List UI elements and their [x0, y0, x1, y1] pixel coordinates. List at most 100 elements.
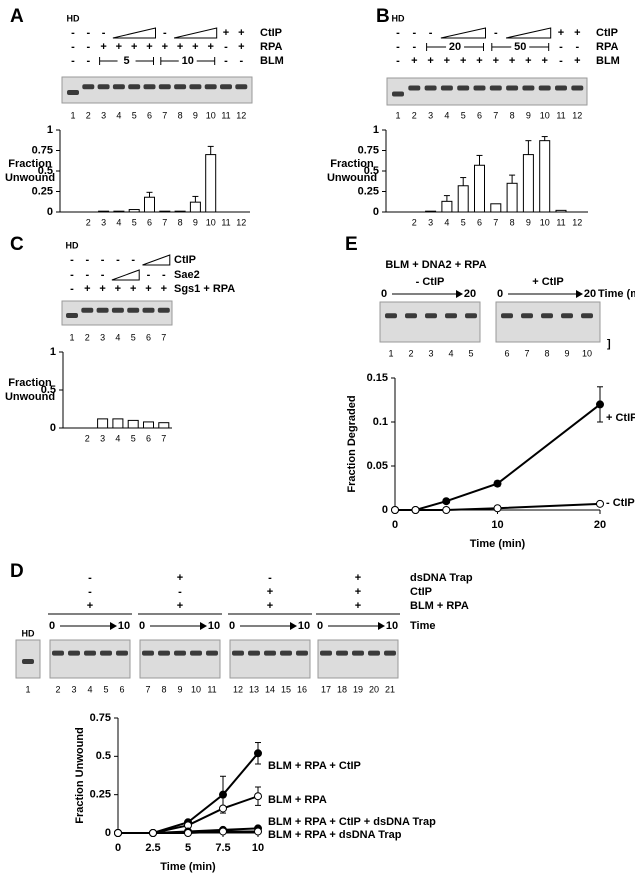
row-sign: + — [177, 600, 183, 612]
row-sign: - — [86, 27, 90, 39]
bar — [158, 422, 170, 429]
marker — [596, 499, 604, 508]
row-sign: - — [131, 254, 135, 266]
marker — [219, 790, 227, 799]
x-tick-label: 10 — [540, 217, 550, 227]
x-tick-label: 9 — [193, 217, 198, 227]
x-tick-label: 2 — [86, 217, 91, 227]
y-axis-title: Unwound — [5, 172, 55, 184]
lane-number: 3 — [71, 684, 76, 694]
row-sign: + — [444, 55, 450, 67]
span-label: 5 — [123, 55, 129, 67]
x-tick-label: 4 — [116, 217, 121, 227]
lane-number: 4 — [448, 348, 453, 358]
gel-band — [506, 85, 519, 91]
lane-number: 8 — [544, 348, 549, 358]
x-tick-label: 7 — [162, 217, 167, 227]
time-end: 10 — [386, 620, 398, 632]
marker — [254, 749, 262, 758]
gel-band — [385, 313, 397, 319]
row-sign: - — [268, 572, 272, 584]
hd-label: HD — [22, 628, 35, 638]
gel-band — [571, 85, 584, 91]
lane-number: 10 — [206, 110, 216, 120]
row-sign: + — [460, 55, 466, 67]
gel-band — [405, 313, 417, 319]
row-label: BLM + RPA — [410, 600, 469, 612]
row-sign: + — [541, 55, 547, 67]
lane-number: 10 — [582, 348, 592, 358]
gel-band — [522, 85, 535, 91]
lane-number: 3 — [100, 332, 105, 342]
gel-band — [465, 313, 477, 319]
row-sign: - — [116, 254, 120, 266]
lane-number: 11 — [207, 684, 216, 694]
bar — [112, 418, 124, 429]
gel-band — [408, 85, 421, 91]
row-sign: - — [71, 27, 75, 39]
gel-band — [248, 650, 260, 656]
arrow-head — [110, 622, 117, 630]
row-sign: - — [71, 41, 75, 53]
hd-label: HD — [392, 13, 405, 23]
bar — [127, 419, 139, 429]
row-label: Sae2 — [174, 269, 200, 281]
x-tick-label: 5 — [185, 842, 191, 854]
titration-triangle — [173, 27, 218, 39]
gel-band — [142, 307, 155, 313]
x-tick-label: 8 — [178, 217, 183, 227]
time-start: 0 — [497, 288, 503, 300]
time-end: 10 — [298, 620, 310, 632]
panel-letter: D — [10, 561, 24, 582]
lane-number: 16 — [297, 684, 307, 694]
row-sign: + — [574, 27, 580, 39]
marker — [493, 504, 502, 513]
lane-number: 9 — [564, 348, 569, 358]
error-bar — [525, 140, 532, 155]
lane-number: 7 — [162, 110, 167, 120]
lane-number: 14 — [265, 684, 275, 694]
gel-band — [158, 84, 171, 90]
row-sign: - — [88, 586, 92, 598]
bracket: ] — [607, 338, 611, 350]
y-tick-label: 0 — [47, 206, 53, 218]
y-tick-label: 0.05 — [367, 460, 388, 472]
row-label: RPA — [596, 41, 618, 53]
lane-number: 1 — [388, 348, 393, 358]
row-sign: - — [178, 586, 182, 598]
x-tick-label: 10 — [206, 217, 216, 227]
gel-band — [368, 650, 380, 656]
gel-band — [128, 84, 141, 90]
gel-band — [100, 650, 112, 656]
marker — [254, 792, 262, 801]
lane-number: 5 — [103, 684, 108, 694]
gel-band — [84, 650, 96, 656]
time-end: 10 — [118, 620, 130, 632]
gel — [61, 300, 173, 326]
titration-triangle — [440, 27, 486, 39]
y-axis-title: Unwound — [327, 172, 377, 184]
x-tick-label: 4 — [115, 433, 120, 443]
y-tick-label: 0.5 — [41, 384, 56, 396]
row-sign: + — [355, 586, 361, 598]
row-sign: - — [559, 55, 563, 67]
y-axis-title: Fraction — [8, 377, 52, 389]
bar — [441, 200, 453, 213]
time-label: Time (min) — [598, 288, 635, 300]
marker — [149, 829, 157, 837]
row-sign: - — [162, 269, 166, 281]
row-sign: - — [70, 269, 74, 281]
gel — [379, 301, 481, 343]
gel-band — [440, 85, 453, 91]
gel-band — [384, 650, 396, 656]
panel-letter: C — [10, 234, 24, 255]
lane-number: 2 — [55, 684, 60, 694]
x-tick-label: 2 — [85, 433, 90, 443]
row-label: BLM — [596, 55, 620, 67]
lane-number: 6 — [477, 110, 482, 120]
gel-band — [189, 84, 202, 90]
lane-number: 21 — [385, 684, 395, 694]
marker — [442, 497, 451, 506]
y-tick-label: 0.1 — [373, 416, 388, 428]
